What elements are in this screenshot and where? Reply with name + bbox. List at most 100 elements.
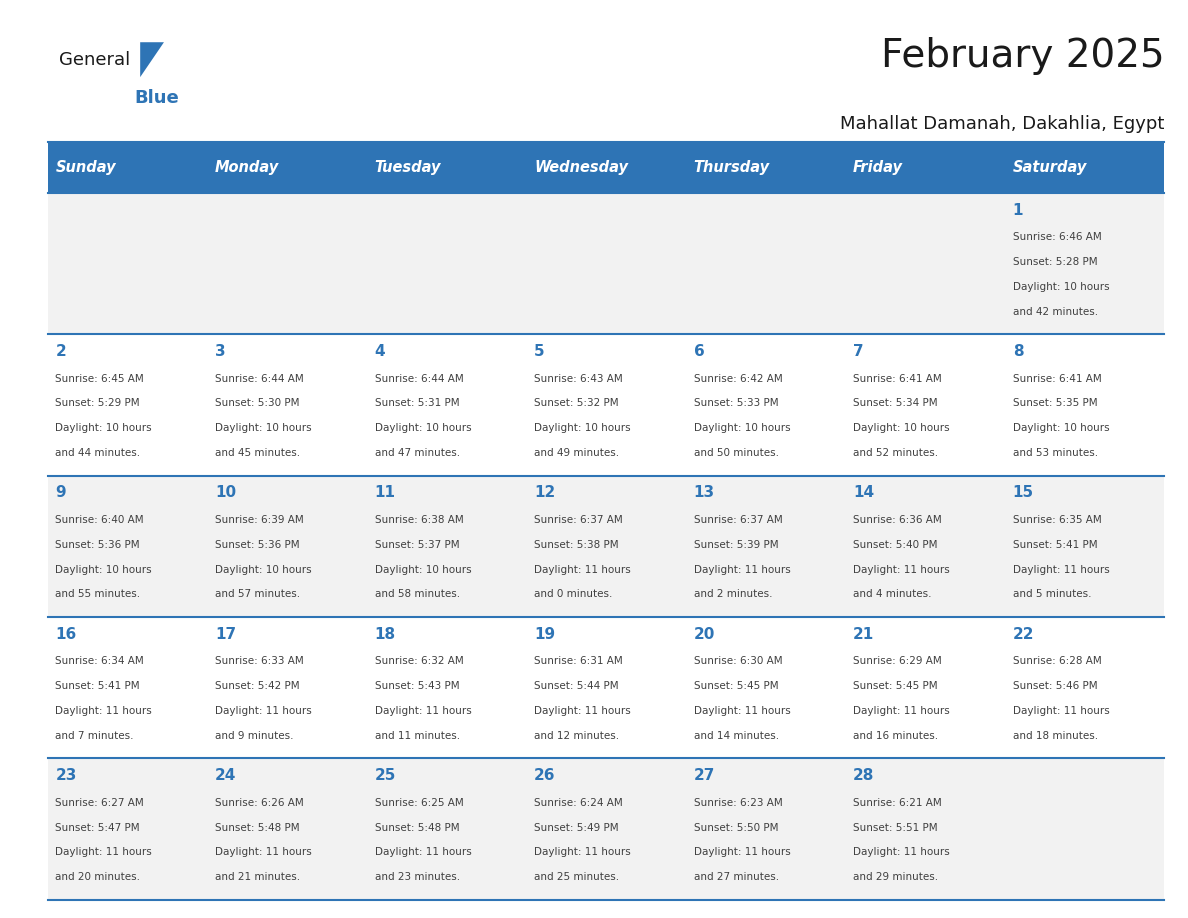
Text: Monday: Monday [215, 160, 279, 175]
Text: 27: 27 [694, 768, 715, 783]
Text: Daylight: 11 hours: Daylight: 11 hours [374, 847, 472, 857]
Text: and 42 minutes.: and 42 minutes. [1012, 307, 1098, 317]
Bar [845, 334, 1005, 476]
Text: Sunrise: 6:23 AM: Sunrise: 6:23 AM [694, 798, 783, 808]
Text: 18: 18 [374, 627, 396, 642]
Text: 11: 11 [374, 486, 396, 500]
Text: Sunrise: 6:41 AM: Sunrise: 6:41 AM [853, 374, 942, 384]
Text: Sunrise: 6:45 AM: Sunrise: 6:45 AM [56, 374, 144, 384]
Text: Daylight: 11 hours: Daylight: 11 hours [853, 565, 950, 575]
Text: and 11 minutes.: and 11 minutes. [374, 731, 460, 741]
Text: and 50 minutes.: and 50 minutes. [694, 448, 778, 458]
Text: Sunrise: 6:44 AM: Sunrise: 6:44 AM [374, 374, 463, 384]
Text: Daylight: 11 hours: Daylight: 11 hours [1012, 706, 1110, 716]
Text: Sunset: 5:38 PM: Sunset: 5:38 PM [535, 540, 619, 550]
Text: Sunrise: 6:21 AM: Sunrise: 6:21 AM [853, 798, 942, 808]
Text: and 57 minutes.: and 57 minutes. [215, 589, 301, 599]
Text: Daylight: 10 hours: Daylight: 10 hours [853, 423, 949, 433]
Text: and 23 minutes.: and 23 minutes. [374, 872, 460, 882]
Text: Daylight: 11 hours: Daylight: 11 hours [535, 565, 631, 575]
Bar [207, 193, 367, 334]
Text: Daylight: 11 hours: Daylight: 11 hours [535, 847, 631, 857]
Bar [48, 758, 207, 900]
Text: Sunrise: 6:29 AM: Sunrise: 6:29 AM [853, 656, 942, 666]
Text: Sunset: 5:37 PM: Sunset: 5:37 PM [374, 540, 460, 550]
Text: 17: 17 [215, 627, 236, 642]
Bar [1005, 334, 1164, 476]
Text: 14: 14 [853, 486, 874, 500]
Text: and 49 minutes.: and 49 minutes. [535, 448, 619, 458]
Text: Daylight: 10 hours: Daylight: 10 hours [1012, 282, 1110, 292]
Text: Daylight: 10 hours: Daylight: 10 hours [56, 565, 152, 575]
Bar [367, 758, 526, 900]
Text: and 16 minutes.: and 16 minutes. [853, 731, 939, 741]
Text: and 0 minutes.: and 0 minutes. [535, 589, 613, 599]
Text: Daylight: 10 hours: Daylight: 10 hours [374, 565, 472, 575]
Text: Sunset: 5:50 PM: Sunset: 5:50 PM [694, 823, 778, 833]
Text: and 4 minutes.: and 4 minutes. [853, 589, 931, 599]
Bar [48, 334, 207, 476]
Text: Sunset: 5:47 PM: Sunset: 5:47 PM [56, 823, 140, 833]
Text: Daylight: 11 hours: Daylight: 11 hours [1012, 565, 1110, 575]
Text: and 18 minutes.: and 18 minutes. [1012, 731, 1098, 741]
Text: and 20 minutes.: and 20 minutes. [56, 872, 140, 882]
Text: Sunrise: 6:40 AM: Sunrise: 6:40 AM [56, 515, 144, 525]
Text: Sunrise: 6:38 AM: Sunrise: 6:38 AM [374, 515, 463, 525]
Text: Sunrise: 6:32 AM: Sunrise: 6:32 AM [374, 656, 463, 666]
Text: 16: 16 [56, 627, 77, 642]
Text: 5: 5 [535, 344, 545, 359]
Bar [1005, 758, 1164, 900]
Text: Daylight: 10 hours: Daylight: 10 hours [56, 423, 152, 433]
Text: Sunrise: 6:46 AM: Sunrise: 6:46 AM [1012, 232, 1101, 242]
Bar [207, 142, 367, 193]
Bar [367, 193, 526, 334]
Text: Daylight: 10 hours: Daylight: 10 hours [374, 423, 472, 433]
Text: Thursday: Thursday [694, 160, 770, 175]
Text: Daylight: 11 hours: Daylight: 11 hours [853, 847, 950, 857]
Bar [685, 617, 845, 758]
Bar [845, 617, 1005, 758]
Text: Sunset: 5:41 PM: Sunset: 5:41 PM [1012, 540, 1098, 550]
Text: 12: 12 [535, 486, 555, 500]
Text: Daylight: 10 hours: Daylight: 10 hours [694, 423, 790, 433]
Text: 21: 21 [853, 627, 874, 642]
Bar [367, 142, 526, 193]
Text: 23: 23 [56, 768, 77, 783]
Text: General: General [59, 50, 131, 69]
Text: Sunset: 5:48 PM: Sunset: 5:48 PM [215, 823, 299, 833]
Bar [526, 758, 685, 900]
Text: Sunset: 5:31 PM: Sunset: 5:31 PM [374, 398, 460, 409]
Text: and 55 minutes.: and 55 minutes. [56, 589, 140, 599]
Text: Sunset: 5:36 PM: Sunset: 5:36 PM [56, 540, 140, 550]
Text: Daylight: 11 hours: Daylight: 11 hours [535, 706, 631, 716]
Text: Sunrise: 6:33 AM: Sunrise: 6:33 AM [215, 656, 304, 666]
Text: and 7 minutes.: and 7 minutes. [56, 731, 134, 741]
Text: Daylight: 11 hours: Daylight: 11 hours [374, 706, 472, 716]
Bar [845, 476, 1005, 617]
Text: Daylight: 11 hours: Daylight: 11 hours [215, 847, 311, 857]
Text: February 2025: February 2025 [880, 37, 1164, 74]
Bar [845, 193, 1005, 334]
Text: Sunset: 5:30 PM: Sunset: 5:30 PM [215, 398, 299, 409]
Text: and 21 minutes.: and 21 minutes. [215, 872, 301, 882]
Text: Sunset: 5:32 PM: Sunset: 5:32 PM [535, 398, 619, 409]
Text: Daylight: 11 hours: Daylight: 11 hours [56, 706, 152, 716]
Bar [685, 193, 845, 334]
Text: Blue: Blue [134, 89, 179, 107]
Bar [367, 617, 526, 758]
Text: and 25 minutes.: and 25 minutes. [535, 872, 619, 882]
Text: Daylight: 11 hours: Daylight: 11 hours [853, 706, 950, 716]
Text: Sunrise: 6:41 AM: Sunrise: 6:41 AM [1012, 374, 1101, 384]
Text: Sunrise: 6:37 AM: Sunrise: 6:37 AM [694, 515, 783, 525]
Text: and 58 minutes.: and 58 minutes. [374, 589, 460, 599]
Text: Daylight: 10 hours: Daylight: 10 hours [1012, 423, 1110, 433]
Bar [1005, 193, 1164, 334]
Text: Daylight: 11 hours: Daylight: 11 hours [215, 706, 311, 716]
Text: Daylight: 11 hours: Daylight: 11 hours [694, 706, 790, 716]
Text: Sunrise: 6:44 AM: Sunrise: 6:44 AM [215, 374, 304, 384]
Text: 3: 3 [215, 344, 226, 359]
Bar [526, 476, 685, 617]
Text: Sunset: 5:36 PM: Sunset: 5:36 PM [215, 540, 299, 550]
Text: 20: 20 [694, 627, 715, 642]
Text: Tuesday: Tuesday [374, 160, 441, 175]
